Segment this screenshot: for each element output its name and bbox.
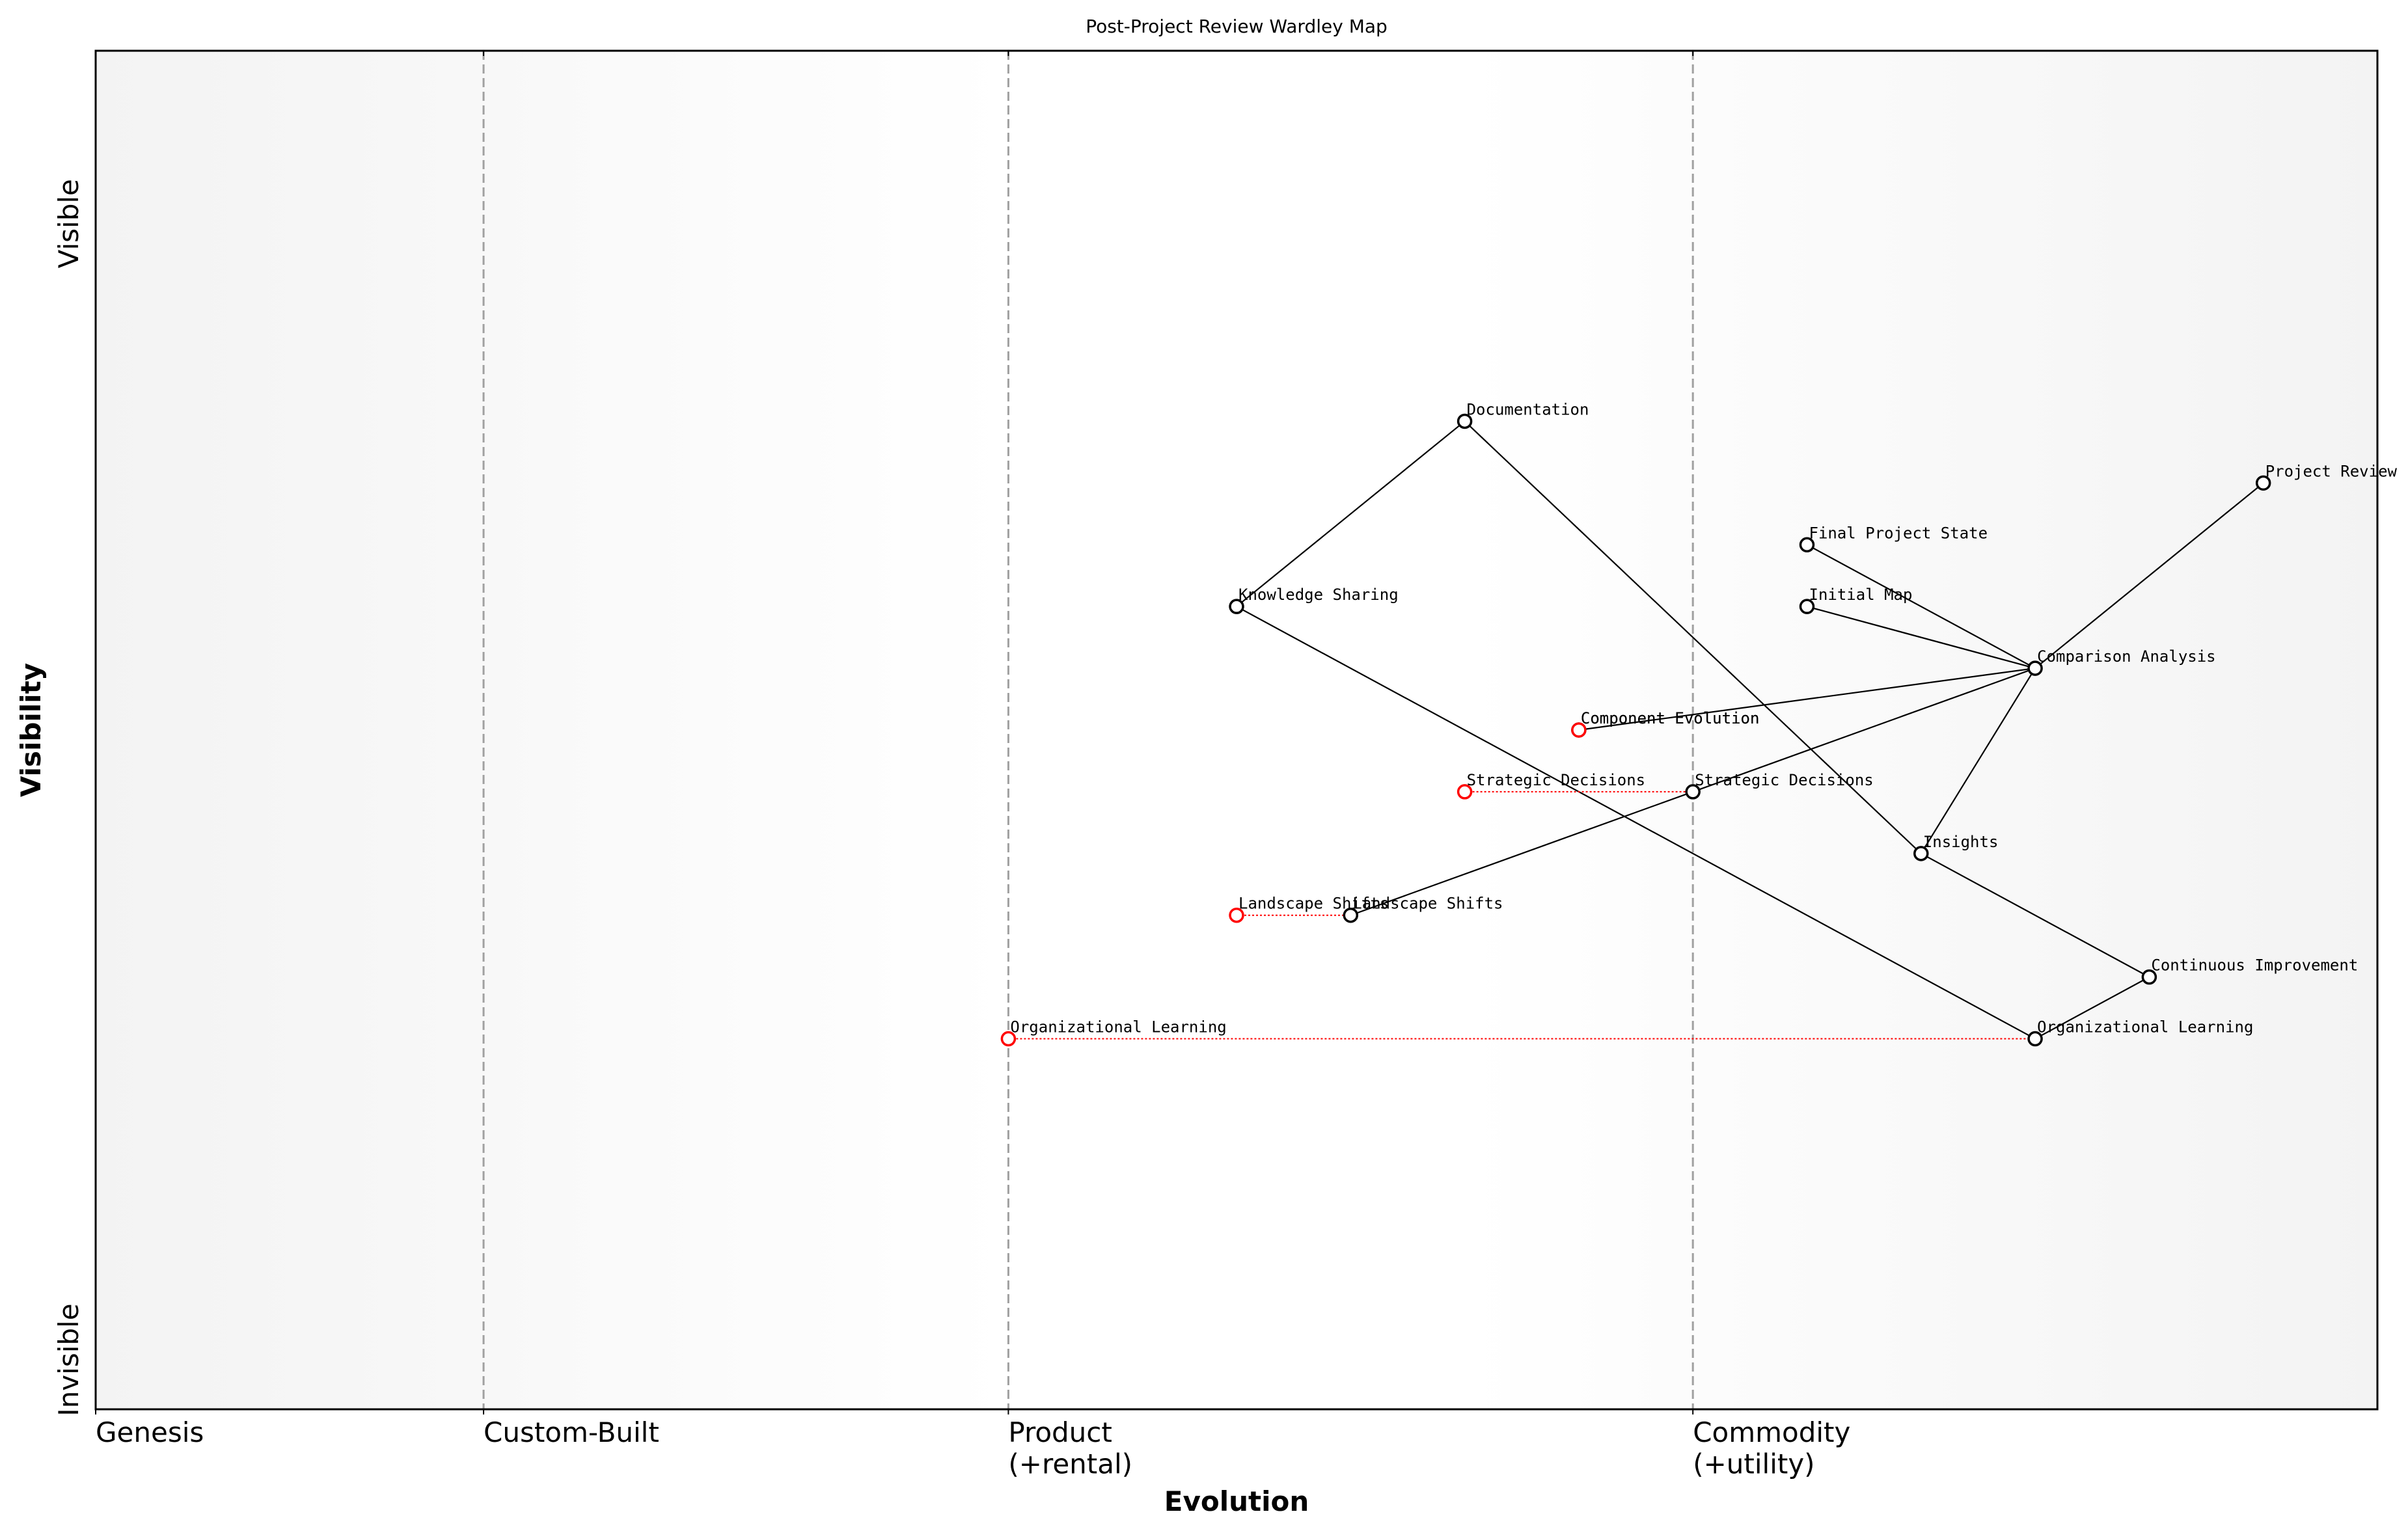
- dependency-link: [1350, 791, 1693, 916]
- x-tick-label: Product (+rental): [1008, 1416, 1132, 1480]
- dependency-link: [1806, 544, 2036, 670]
- evolved-label: Organizational Learning: [1010, 1018, 1226, 1036]
- evolved-node: [1000, 1031, 1017, 1047]
- dependency-link: [1236, 420, 1466, 608]
- plot-frame: [94, 49, 2379, 1411]
- dependency-link: [1464, 420, 1922, 854]
- evolved-label: Strategic Decisions: [1467, 771, 1646, 789]
- dependency-link: [1578, 668, 2036, 731]
- component-node: [1685, 784, 1701, 800]
- component-label: Documentation: [1467, 400, 1589, 418]
- y-axis-title: Visibility: [15, 663, 47, 797]
- dependency-link: [1921, 852, 2150, 978]
- component-label: Initial Map: [1809, 586, 1913, 604]
- component-node: [1799, 537, 1815, 553]
- component-label: Organizational Learning: [2037, 1018, 2253, 1036]
- component-node: [2027, 1031, 2043, 1047]
- evolved-node: [1571, 722, 1587, 738]
- evolved-node: [1229, 907, 1244, 923]
- component-node: [1913, 846, 1929, 861]
- component-node: [1229, 599, 1244, 614]
- x-tick-label: Commodity (+utility): [1693, 1416, 1850, 1480]
- component-label: Project Review: [2265, 462, 2398, 480]
- dependency-link: [1692, 668, 2036, 792]
- component-label: Comparison Analysis: [2037, 647, 2216, 666]
- dependency-link: [2034, 976, 2150, 1040]
- x-axis-title: Evolution: [1164, 1485, 1309, 1517]
- chart-title: Post-Project Review Wardley Map: [1086, 16, 1388, 37]
- component-label: Final Project State: [1809, 524, 1988, 542]
- dependency-link: [1236, 606, 2036, 1040]
- y-tick-label: Visible: [53, 179, 85, 268]
- component-label: Component Evolution: [1581, 709, 1760, 727]
- component-node: [1457, 413, 1473, 429]
- component-node: [2141, 969, 2157, 985]
- evolved-label: Landscape Shifts: [1238, 895, 1389, 913]
- x-tick-label: Genesis: [96, 1416, 204, 1448]
- component-node: [2255, 475, 2271, 491]
- dependency-link: [2034, 482, 2264, 669]
- y-tick-label: Invisible: [53, 1303, 85, 1416]
- evolved-label: Component Evolution: [1581, 709, 1760, 727]
- evolved-node: [1457, 784, 1473, 800]
- x-tick-label: Custom-Built: [484, 1416, 659, 1448]
- component-label: Strategic Decisions: [1695, 771, 1874, 789]
- component-label: Continuous Improvement: [2151, 956, 2358, 975]
- component-node: [2027, 660, 2043, 676]
- dependency-link: [1807, 606, 2036, 670]
- component-label: Landscape Shifts: [1352, 895, 1503, 913]
- plot-background: [96, 51, 2377, 1409]
- component-node: [1799, 599, 1815, 614]
- component-label: Insights: [1923, 833, 1999, 851]
- component-label: Knowledge Sharing: [1238, 586, 1399, 604]
- component-node: [1343, 907, 1359, 923]
- dependency-link: [1920, 668, 2036, 854]
